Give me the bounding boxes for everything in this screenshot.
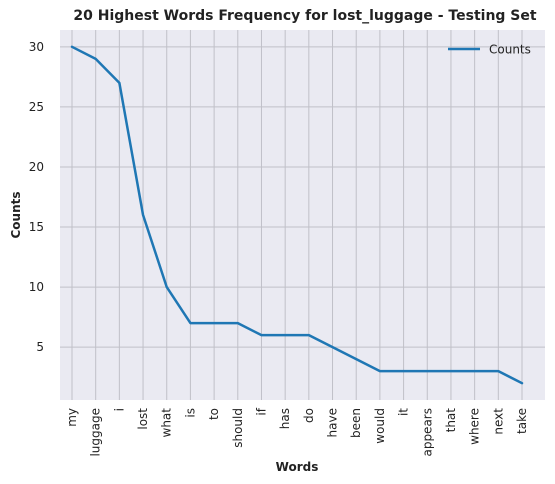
y-tick-label: 10 xyxy=(29,280,44,294)
x-tick-label: should xyxy=(231,408,245,448)
x-tick-label: to xyxy=(207,408,221,420)
x-tick-label: is xyxy=(183,408,197,418)
x-tick-label: that xyxy=(444,408,458,433)
grid-lines xyxy=(60,30,545,400)
y-tick-label: 25 xyxy=(29,100,44,114)
x-axis-ticks: my luggage i lost what is to should if has do have b… xyxy=(65,407,529,456)
y-tick-label: 30 xyxy=(29,40,44,54)
x-tick-label: it xyxy=(397,408,411,416)
plot-area xyxy=(60,30,545,400)
y-tick-label: 5 xyxy=(36,340,44,354)
x-tick-label: where xyxy=(468,408,482,445)
series-line-counts xyxy=(70,45,524,385)
x-tick-label: do xyxy=(302,408,316,423)
x-tick-label: take xyxy=(515,408,529,434)
x-tick-label: would xyxy=(373,408,387,444)
y-tick-label: 15 xyxy=(29,220,44,234)
x-tick-label: what xyxy=(160,408,174,438)
y-tick-label: 20 xyxy=(29,160,44,174)
x-tick-label: i xyxy=(112,408,126,411)
y-axis-label: Counts xyxy=(9,191,23,238)
x-tick-label: have xyxy=(326,408,340,437)
x-tick-label: luggage xyxy=(89,408,103,457)
x-tick-label: has xyxy=(278,408,292,429)
x-tick-label: been xyxy=(349,408,363,438)
x-tick-label: if xyxy=(254,407,268,415)
legend: Counts xyxy=(448,43,531,57)
x-tick-label: next xyxy=(491,408,505,435)
x-tick-label: appears xyxy=(420,408,434,457)
x-tick-label: my xyxy=(65,408,79,427)
x-tick-label: lost xyxy=(136,408,150,430)
legend-label-counts: Counts xyxy=(489,43,531,57)
y-axis-ticks: 5 10 15 20 25 30 xyxy=(29,40,44,354)
chart-title: 20 Highest Words Frequency for lost_lugg… xyxy=(73,8,536,24)
x-axis-label: Words xyxy=(276,460,319,474)
